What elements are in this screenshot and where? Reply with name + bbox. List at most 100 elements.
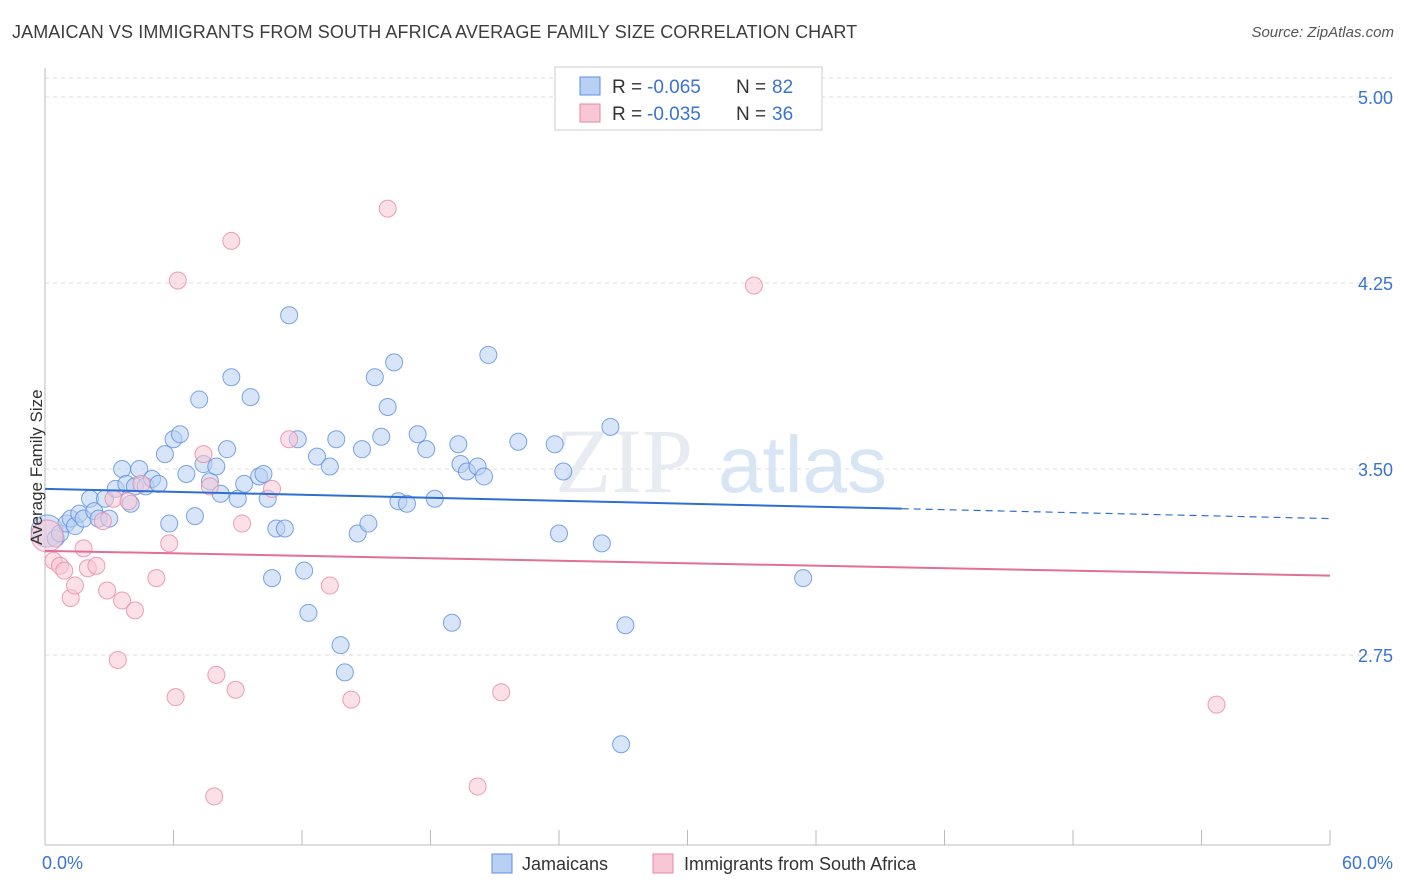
jamaican-point [263,569,282,588]
legend-swatch-south-africa [579,103,601,123]
south-africa-point [226,680,245,699]
jamaican-point [190,390,209,409]
legend-n-value-1: 82 [772,77,793,98]
south-africa-point [160,534,179,553]
south-africa-point [378,199,397,218]
jamaican-point [170,425,189,444]
jamaican-point [397,494,416,513]
legend-n-value-2: 36 [772,104,793,125]
legend-r-label-2: R = [612,104,642,125]
jamaican-point [365,368,384,387]
south-africa-point [194,445,213,464]
south-africa-point [207,665,226,684]
jamaican-trend-line [44,487,902,510]
legend-r-label-1: R = [612,77,642,98]
jamaican-point [149,474,168,493]
axis-layer: 2.75 3.50 4.25 5.00 0.0% 60.0% [42,68,1393,873]
y-tick-label: 3.50 [1358,460,1393,480]
y-axis-label: Average Family Size [27,389,46,545]
south-africa-point [1207,695,1226,714]
stats-legend: R = -0.065 N = 82 R = -0.035 N = 36 [554,66,823,131]
south-africa-point [132,474,151,493]
jamaican-point [235,474,254,493]
south-africa-point [104,489,123,508]
watermark-atlas: atlas [718,420,887,509]
legend-swatch-jamaicans [579,76,601,96]
jamaican-point [378,398,397,416]
south-africa-point [30,519,64,553]
south-africa-point [492,683,511,702]
south-africa-point [205,787,224,806]
south-africa-point [200,477,219,496]
jamaican-point [155,445,174,464]
jamaican-point [616,616,635,635]
jamaican-point [299,603,318,622]
jamaican-point [554,462,573,481]
jamaican-point [254,464,273,483]
jamaican-point [320,457,339,476]
source-label: Source: ZipAtlas.com [1251,24,1394,41]
jamaican-point [280,306,299,325]
jamaican-point [185,507,204,526]
legend-r-value-1: -0.065 [647,77,701,98]
jamaican-point [113,460,132,478]
bottom-legend-label-jamaicans: Jamaicans [522,854,608,874]
jamaican-point [550,524,568,543]
bottom-legend-swatch-jamaicans [491,853,513,874]
jamaican-point [442,613,461,632]
jamaican-point [177,464,196,483]
south-africa-point [98,581,117,600]
south-africa-point [65,576,84,595]
jamaican-point [327,430,346,449]
x-tick-label-max: 60.0% [1342,853,1393,873]
x-tick-label-min: 0.0% [42,853,83,873]
jamaican-point [475,467,494,486]
south-africa-point [125,601,144,620]
south-africa-point [93,512,112,531]
jamaican-point [275,519,294,538]
south-africa-point [320,576,339,595]
south-africa-point [55,561,74,580]
trend-layer [44,487,1331,577]
jamaican-point [449,435,468,454]
south-africa-point [108,650,127,669]
south-africa-point [113,591,132,610]
watermark-zip: ZIP [555,410,693,512]
jamaican-point [335,663,354,682]
south-africa-point [87,556,106,575]
south-africa-point [233,514,252,533]
jamaican-point [372,427,391,446]
south-africa-point [744,276,763,295]
jamaican-trend-extension [901,508,1331,520]
jamaican-point [408,425,427,444]
legend-n-label-2: N = [736,104,766,125]
south-africa-point [168,271,187,290]
bottom-legend-label-south-africa: Immigrants from South Africa [684,854,917,874]
jamaican-point [509,432,528,451]
jamaican-point [295,561,314,580]
grid-layer [45,77,1392,656]
jamaican-point [218,440,237,459]
jamaican-point [207,457,226,476]
jamaican-point [228,489,247,508]
jamaican-point [794,569,813,588]
jamaican-point [222,368,241,387]
jamaican-point [331,636,350,655]
south-africa-point [166,688,185,707]
points-layer [30,199,1226,806]
jamaican-point [385,353,404,372]
south-africa-point [280,430,299,449]
jamaican-point [359,514,378,533]
south-africa-point [147,569,166,588]
jamaican-point [612,735,631,754]
legend-n-label-1: N = [736,77,766,98]
jamaican-point [352,440,371,459]
chart-title: JAMAICAN VS IMMIGRANTS FROM SOUTH AFRICA… [12,22,858,42]
south-africa-point [342,690,361,709]
jamaican-point [601,417,620,436]
jamaican-point [479,345,498,364]
south-africa-point [119,492,138,511]
south-africa-trend-line [44,549,1331,577]
jamaican-point [417,440,436,459]
